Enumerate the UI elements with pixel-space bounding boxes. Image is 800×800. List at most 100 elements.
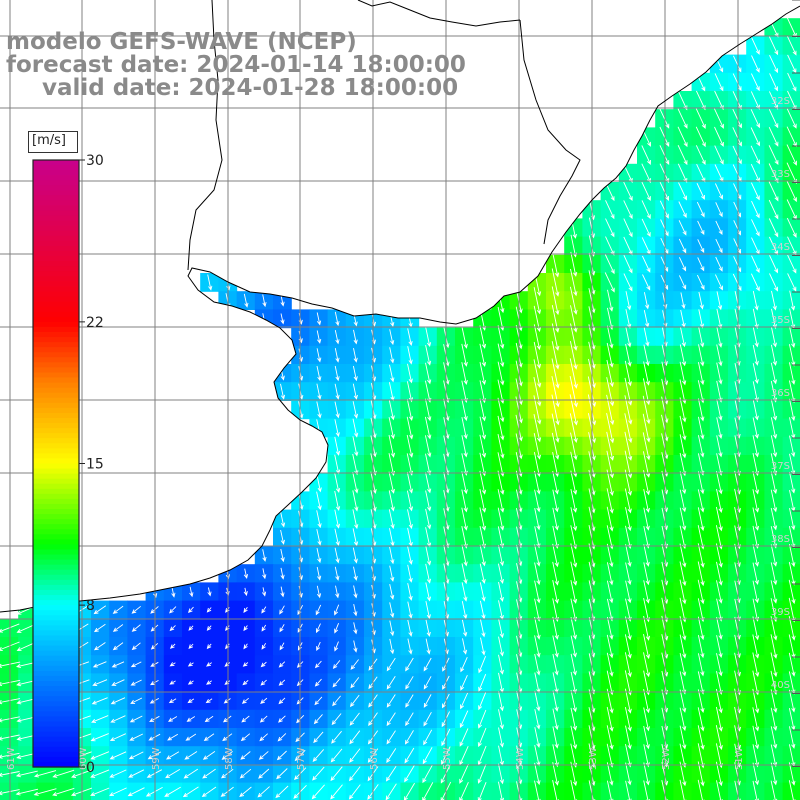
wind-arrow — [389, 620, 395, 637]
wind-arrow — [697, 416, 705, 440]
wind-arrow — [714, 73, 724, 92]
wind-arrow — [623, 181, 633, 202]
wind-arrow — [752, 363, 759, 384]
wind-arrow — [109, 769, 127, 778]
wind-arrow — [164, 786, 181, 797]
wind-cell — [782, 546, 800, 565]
wind-arrow — [606, 616, 614, 640]
wind-arrow — [716, 616, 723, 640]
longitude-label: 51W — [734, 747, 745, 770]
colorbar-segment — [33, 473, 79, 480]
wind-arrow — [734, 780, 741, 800]
colorbar-tick-label: 8 — [86, 598, 95, 614]
colorbar-segment — [33, 741, 79, 748]
wind-arrow — [386, 657, 396, 672]
colorbar-segment — [33, 412, 79, 419]
colorbar-segment — [33, 276, 79, 282]
wind-arrow — [641, 255, 651, 273]
wind-arrow — [497, 361, 505, 386]
wind-arrow — [316, 510, 322, 529]
wind-arrow — [716, 488, 723, 514]
colorbar-segment — [33, 281, 79, 288]
wind-arrow — [625, 580, 632, 604]
wind-arrow — [314, 678, 322, 687]
wind-arrow — [479, 544, 486, 567]
wind-arrow — [695, 145, 706, 166]
wind-arrow — [316, 566, 322, 581]
wind-arrow — [552, 543, 559, 568]
wind-arrow — [716, 308, 723, 330]
wind-arrow — [241, 715, 250, 723]
wind-arrow — [261, 606, 267, 614]
wind-arrow — [533, 433, 542, 460]
wind-arrow — [569, 394, 578, 426]
wind-arrow — [424, 398, 432, 422]
wind-arrow — [461, 582, 468, 602]
wind-arrow — [534, 580, 541, 604]
wind-arrow — [349, 694, 360, 708]
wind-arrow — [533, 377, 542, 407]
wind-arrow — [202, 751, 216, 760]
wind-arrow — [407, 619, 413, 637]
wind-arrow — [349, 748, 361, 763]
wind-cell — [782, 200, 800, 219]
wind-arrow — [643, 725, 650, 750]
wind-arrow — [277, 733, 287, 742]
wind-arrow — [534, 762, 541, 786]
wind-arrow — [257, 786, 270, 798]
wind-arrow — [407, 363, 413, 384]
colorbar-segment — [33, 402, 79, 409]
wind-arrow — [112, 605, 124, 614]
wind-arrow — [279, 642, 285, 651]
longitude-label: 57W — [296, 747, 307, 770]
wind-arrow — [623, 273, 633, 292]
wind-arrow — [552, 690, 559, 712]
wind-arrow — [750, 73, 760, 92]
wind-arrow — [696, 274, 705, 291]
wind-cell — [782, 218, 800, 238]
wind-arrow — [786, 144, 797, 166]
wind-cell — [782, 127, 800, 147]
wind-arrow — [479, 563, 486, 585]
wind-arrow — [352, 418, 359, 438]
colorbar-segment — [33, 200, 79, 207]
wind-arrow — [423, 657, 432, 672]
colorbar-segment — [33, 321, 79, 328]
wind-arrow — [786, 217, 797, 238]
wind-arrow — [751, 255, 760, 274]
wind-arrow — [789, 398, 796, 422]
wind-arrow — [552, 635, 559, 658]
wind-arrow — [15, 770, 38, 778]
wind-arrow — [768, 127, 779, 147]
wind-arrow — [353, 566, 358, 581]
wind-arrow — [624, 652, 632, 678]
wind-arrow — [625, 780, 632, 800]
wind-arrow — [332, 695, 341, 707]
wind-arrow — [659, 145, 670, 166]
wind-arrow — [788, 561, 796, 586]
wind-arrow — [477, 763, 487, 784]
wind-arrow — [332, 660, 341, 670]
wind-arrow — [312, 749, 325, 762]
wind-arrow — [52, 787, 75, 797]
wind-cell — [782, 764, 800, 784]
wind-arrow — [313, 714, 323, 725]
wind-arrow — [424, 435, 432, 458]
wind-arrow — [714, 274, 723, 291]
colorbar-segment — [33, 301, 79, 308]
wind-arrow — [752, 326, 759, 348]
wind-arrow — [606, 543, 614, 568]
wind-arrow — [0, 716, 20, 723]
wind-arrow — [127, 787, 145, 797]
wind-arrow — [552, 470, 559, 495]
wind-cell — [782, 91, 800, 110]
wind-arrow — [678, 275, 687, 290]
wind-arrow — [786, 180, 797, 203]
colorbar-segment — [33, 225, 79, 232]
wind-arrow — [697, 635, 705, 659]
colorbar-segment — [33, 635, 79, 642]
wind-arrow — [479, 362, 487, 386]
wind-arrow — [789, 290, 796, 311]
wind-arrow — [679, 344, 687, 367]
wind-arrow — [112, 624, 124, 632]
